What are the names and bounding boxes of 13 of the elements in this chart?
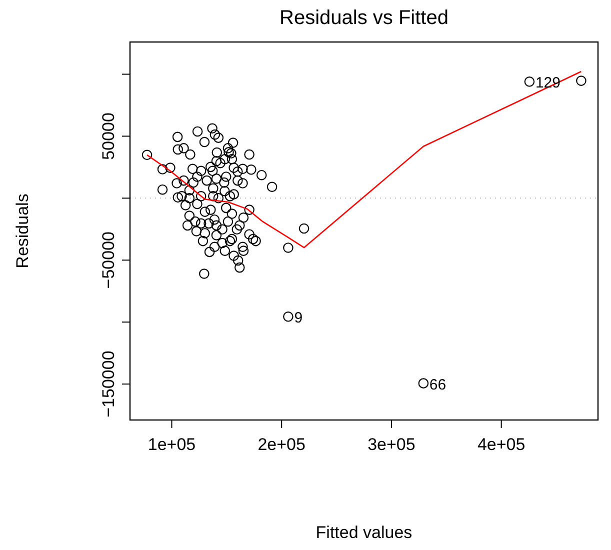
x-tick-label: 4e+05 <box>477 435 526 454</box>
y-tick-label: −50000 <box>99 232 118 289</box>
y-axis-title: Residuals <box>13 194 32 268</box>
chart-title: Residuals vs Fitted <box>280 7 448 29</box>
x-axis-title: Fitted values <box>316 523 412 542</box>
x-tick-label: 1e+05 <box>148 435 196 454</box>
annotation: 129 <box>535 74 560 92</box>
x-tick-label: 3e+05 <box>368 435 416 454</box>
x-tick-label: 2e+05 <box>258 435 306 454</box>
y-tick-label: −150000 <box>99 350 118 418</box>
annotation: 9 <box>294 310 303 327</box>
y-tick-label: 50000 <box>99 112 118 160</box>
annotation: 66 <box>429 376 446 394</box>
